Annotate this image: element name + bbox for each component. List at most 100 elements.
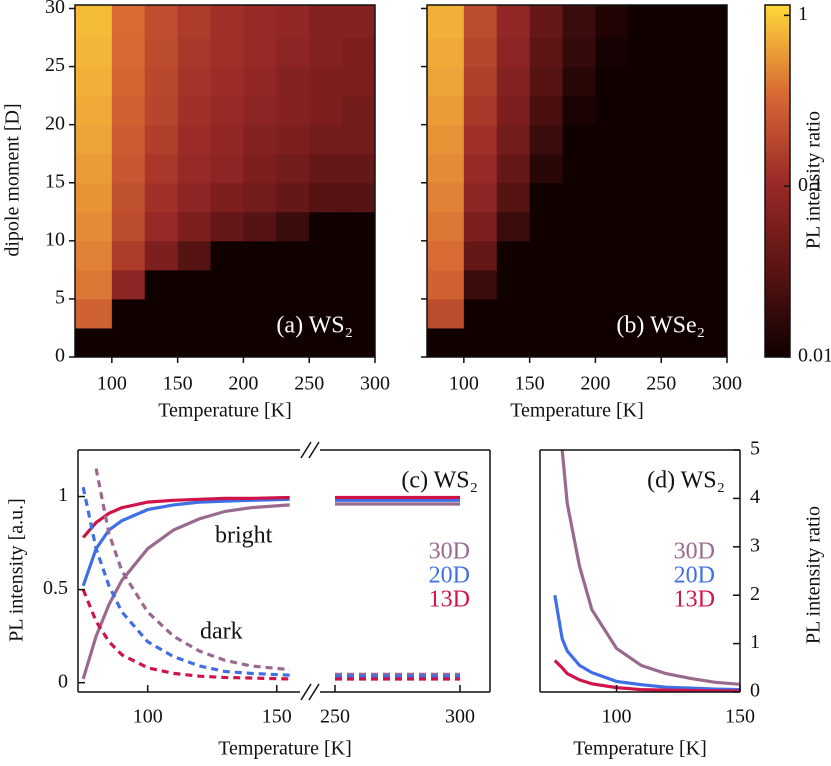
legend-entry: 30D: [674, 539, 715, 565]
panel-label: (a) WS₂: [276, 313, 353, 339]
heatmap-cell: [496, 182, 531, 213]
heatmap-cell: [342, 298, 376, 329]
heatmap-cell: [342, 182, 376, 213]
heatmap-cell: [496, 269, 531, 300]
heatmap-cell: [496, 37, 531, 68]
axis-break: [300, 683, 312, 701]
heatmap-cell: [342, 95, 376, 126]
heatmap-cell: [595, 182, 629, 213]
heatmap-cell: [210, 5, 244, 39]
heatmap-cell: [309, 298, 343, 329]
heatmap-cell: [177, 37, 212, 68]
heatmap-cell: [210, 182, 244, 213]
heatmap-cell: [694, 269, 728, 300]
heatmap-cell: [177, 5, 212, 39]
heatmap-cell: [595, 66, 629, 97]
heatmap-cell: [210, 327, 244, 358]
heatmap-cell: [276, 269, 310, 300]
heatmap-cell: [694, 298, 728, 329]
colorbar-tick-label: 1: [798, 3, 808, 25]
heatmap-cell: [496, 240, 531, 271]
heatmap-cell: [75, 269, 113, 300]
heatmap-cell: [111, 269, 146, 300]
heatmap-cell: [496, 95, 531, 126]
heatmap-cell: [661, 66, 695, 97]
heatmap-cell: [276, 124, 310, 155]
heatmap-cell: [210, 240, 244, 271]
x-tick-label: 300: [712, 373, 742, 395]
heatmap-cell: [75, 327, 113, 358]
heatmap-cell: [177, 182, 212, 213]
heatmap-cell: [144, 37, 179, 68]
heatmap-cell: [111, 327, 146, 358]
heatmap-cell: [177, 298, 212, 329]
heatmap-cell: [496, 211, 531, 242]
heatmap-cell: [529, 211, 564, 242]
y-tick-label: 0: [750, 680, 760, 702]
heatmap-cell: [243, 95, 277, 126]
axis-break: [308, 441, 320, 459]
heatmap-cell: [276, 95, 310, 126]
heatmap-cell: [694, 5, 728, 39]
annotation: dark: [200, 619, 243, 645]
heatmap-cell: [628, 240, 662, 271]
heatmap-cell: [562, 211, 596, 242]
colorbar-tick-label: 0.01: [798, 345, 831, 367]
heatmap-cell: [529, 37, 564, 68]
heatmap-cell: [595, 153, 629, 184]
series-line: [81, 495, 460, 539]
heatmap-cell: [75, 5, 113, 39]
heatmap-cell: [463, 327, 498, 358]
heatmap-cell: [463, 37, 498, 68]
annotation: bright: [215, 523, 273, 549]
heatmap-cell: [210, 211, 244, 242]
y-tick-label: 30: [45, 0, 65, 18]
heatmap-cell: [111, 240, 146, 271]
heatmap-cell: [276, 5, 310, 39]
heatmap-cell: [276, 327, 310, 358]
heatmap-cell: [276, 66, 310, 97]
heatmap-cell: [427, 269, 465, 300]
axis-break: [300, 441, 312, 459]
heatmap-cell: [562, 66, 596, 97]
heatmap-cell: [309, 269, 343, 300]
heatmap-cell: [628, 153, 662, 184]
heatmap-cell: [661, 211, 695, 242]
heatmap-cell: [210, 153, 244, 184]
heatmap-cell: [75, 95, 113, 126]
heatmap-cell: [144, 153, 179, 184]
heatmap-cell: [177, 327, 212, 358]
heatmap-cell: [144, 66, 179, 97]
series-line: [81, 588, 460, 681]
heatmap-cell: [694, 37, 728, 68]
heatmap-cell: [562, 182, 596, 213]
heatmap-cell: [661, 95, 695, 126]
heatmap-cell: [628, 269, 662, 300]
series-line: [81, 497, 460, 587]
panel-label: (c) WS₂: [401, 468, 478, 494]
heatmap-cell: [276, 240, 310, 271]
heatmap-cell: [144, 240, 179, 271]
y-axis-label: dipole moment [D]: [2, 103, 24, 256]
heatmap-cell: [75, 37, 113, 68]
heatmap-cell: [496, 124, 531, 155]
heatmap-cell: [75, 182, 113, 213]
heatmap-cell: [177, 211, 212, 242]
series-line: [553, 594, 740, 692]
x-tick-label: 100: [97, 373, 127, 395]
heatmap-cell: [595, 298, 629, 329]
heatmap-cell: [309, 37, 343, 68]
series-line: [81, 502, 460, 680]
heatmap-cell: [342, 327, 376, 358]
heatmap-cell: [342, 37, 376, 68]
y-tick-label: 25: [45, 54, 65, 76]
heatmap-cell: [661, 240, 695, 271]
heatmap-cell: [75, 66, 113, 97]
heatmap-cell: [75, 153, 113, 184]
heatmap-cell: [427, 124, 465, 155]
heatmap-cell: [595, 95, 629, 126]
heatmap-cell: [427, 153, 465, 184]
y-tick-label: 2: [750, 583, 760, 605]
heatmap-cell: [177, 153, 212, 184]
heatmap-cell: [661, 124, 695, 155]
